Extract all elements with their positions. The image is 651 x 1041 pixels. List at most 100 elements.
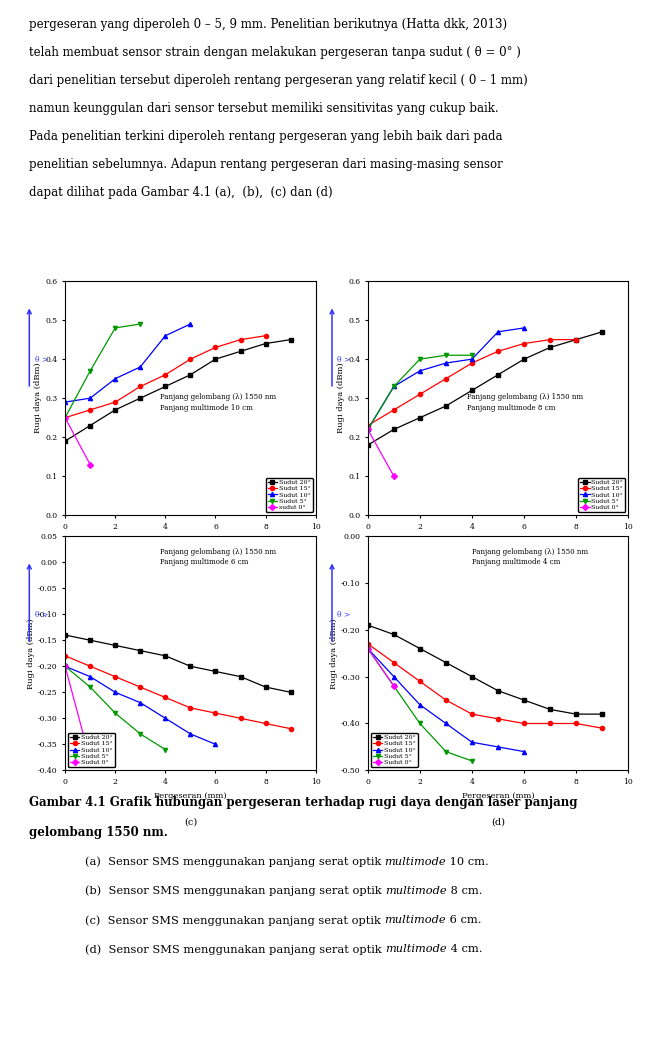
Sudut 10° [86, 392, 94, 405]
Sudut 20° [468, 670, 476, 683]
Sudut 20° [287, 686, 295, 699]
Line: Sudut 20°: Sudut 20° [63, 337, 293, 443]
Sudut 15° [137, 681, 145, 693]
Y-axis label: Rugi daya (dBm): Rugi daya (dBm) [35, 363, 42, 433]
Sudut 10° [494, 741, 502, 754]
Y-axis label: Rugi daya (dBm): Rugi daya (dBm) [27, 618, 35, 688]
Sudut 10° [416, 699, 424, 711]
Sudut 20° [86, 420, 94, 432]
Sudut 0° [364, 424, 372, 436]
Sudut 20° [494, 685, 502, 697]
Sudut 15° [572, 333, 580, 346]
X-axis label: Pergeseran (mm): Pergeseran (mm) [154, 791, 227, 799]
Sudut 5° [364, 424, 372, 436]
Sudut 20° [390, 629, 398, 641]
Sudut 5° [137, 318, 145, 330]
Sudut 15° [287, 722, 295, 735]
Sudut 20° [237, 346, 245, 358]
Sudut 0° [86, 754, 94, 766]
Text: (c)  Sensor SMS menggunakan panjang serat optik: (c) Sensor SMS menggunakan panjang serat… [85, 915, 384, 925]
Sudut 10° [442, 357, 450, 370]
Sudut 20° [86, 634, 94, 646]
Text: θ >: θ > [337, 611, 350, 618]
Sudut 20° [212, 665, 219, 678]
Sudut 15° [468, 357, 476, 370]
Sudut 20° [416, 642, 424, 655]
Text: 6 cm.: 6 cm. [446, 915, 481, 925]
Sudut 20° [442, 657, 450, 669]
Y-axis label: Rugi daya (dBm): Rugi daya (dBm) [329, 618, 338, 688]
Sudut 5° [61, 411, 69, 424]
Sudut 15° [572, 717, 580, 730]
Sudut 0° [390, 469, 398, 482]
Sudut 10° [61, 660, 69, 672]
Sudut 10° [520, 322, 528, 334]
Sudut 15° [237, 333, 245, 346]
Text: Panjang gelombang (λ) 1550 nm
Panjang multimode 8 cm: Panjang gelombang (λ) 1550 nm Panjang mu… [467, 393, 583, 412]
Text: (d)  Sensor SMS menggunakan panjang serat optik: (d) Sensor SMS menggunakan panjang serat… [85, 944, 385, 955]
Sudut 20° [442, 400, 450, 412]
Y-axis label: Rugi daya (dBm): Rugi daya (dBm) [337, 363, 345, 433]
Line: Sudut 10°: Sudut 10° [63, 664, 217, 746]
Sudut 20° [390, 424, 398, 436]
Sudut 15° [86, 660, 94, 672]
Line: Sudut 20°: Sudut 20° [366, 330, 604, 448]
Sudut 15° [416, 676, 424, 688]
Sudut 5° [416, 717, 424, 730]
Sudut 15° [111, 396, 119, 408]
Sudut 10° [86, 670, 94, 683]
Line: Sudut 20°: Sudut 20° [366, 623, 604, 716]
Line: Sudut 5°: Sudut 5° [63, 322, 143, 420]
Sudut 0° [364, 642, 372, 655]
Line: Sudut 5°: Sudut 5° [366, 353, 474, 432]
Sudut 15° [546, 333, 554, 346]
Text: multimode: multimode [384, 915, 446, 925]
Sudut 15° [494, 346, 502, 358]
Sudut 5° [442, 349, 450, 361]
Sudut 10° [468, 353, 476, 365]
Sudut 10° [111, 373, 119, 385]
Sudut 5° [390, 680, 398, 692]
Sudut 15° [161, 369, 169, 381]
Text: pergeseran yang diperoleh 0 – 5, 9 mm. Penelitian berikutnya (Hatta dkk, 2013): pergeseran yang diperoleh 0 – 5, 9 mm. P… [29, 18, 507, 30]
Sudut 20° [111, 404, 119, 416]
Text: (a): (a) [184, 562, 197, 572]
Sudut 10° [390, 670, 398, 683]
Sudut 15° [187, 702, 195, 714]
Line: Sudut 5°: Sudut 5° [63, 664, 167, 752]
Sudut 20° [237, 670, 245, 683]
Sudut 20° [598, 708, 606, 720]
Sudut 15° [61, 650, 69, 662]
Text: Pada penelitian terkini diperoleh rentang pergeseran yang lebih baik dari pada: Pada penelitian terkini diperoleh rentan… [29, 130, 503, 143]
Sudut 5° [468, 349, 476, 361]
Sudut 20° [61, 629, 69, 641]
Line: Sudut 15°: Sudut 15° [63, 654, 293, 731]
Sudut 15° [390, 657, 398, 669]
Sudut 20° [572, 708, 580, 720]
Sudut 15° [364, 637, 372, 650]
Sudut 15° [262, 329, 270, 341]
Sudut 15° [237, 712, 245, 725]
Sudut 20° [61, 435, 69, 448]
Sudut 5° [137, 728, 145, 740]
Sudut 0° [390, 680, 398, 692]
Text: multimode: multimode [385, 944, 447, 955]
Sudut 5° [86, 364, 94, 377]
Sudut 5° [364, 642, 372, 655]
Text: 4 cm.: 4 cm. [447, 944, 482, 955]
Text: multimode: multimode [385, 857, 446, 867]
Line: Sudut 0°: Sudut 0° [63, 664, 92, 762]
Sudut 20° [161, 380, 169, 392]
Text: θ >: θ > [337, 356, 350, 363]
Sudut 10° [111, 686, 119, 699]
Text: (b): (b) [491, 562, 505, 572]
Sudut 20° [520, 693, 528, 706]
Line: Sudut 0°: Sudut 0° [366, 427, 396, 479]
Sudut 15° [187, 353, 195, 365]
Sudut 10° [364, 642, 372, 655]
Sudut 20° [546, 704, 554, 716]
Sudut 15° [111, 670, 119, 683]
Sudut 5° [416, 353, 424, 365]
Sudut 20° [598, 326, 606, 338]
Sudut 15° [212, 707, 219, 719]
